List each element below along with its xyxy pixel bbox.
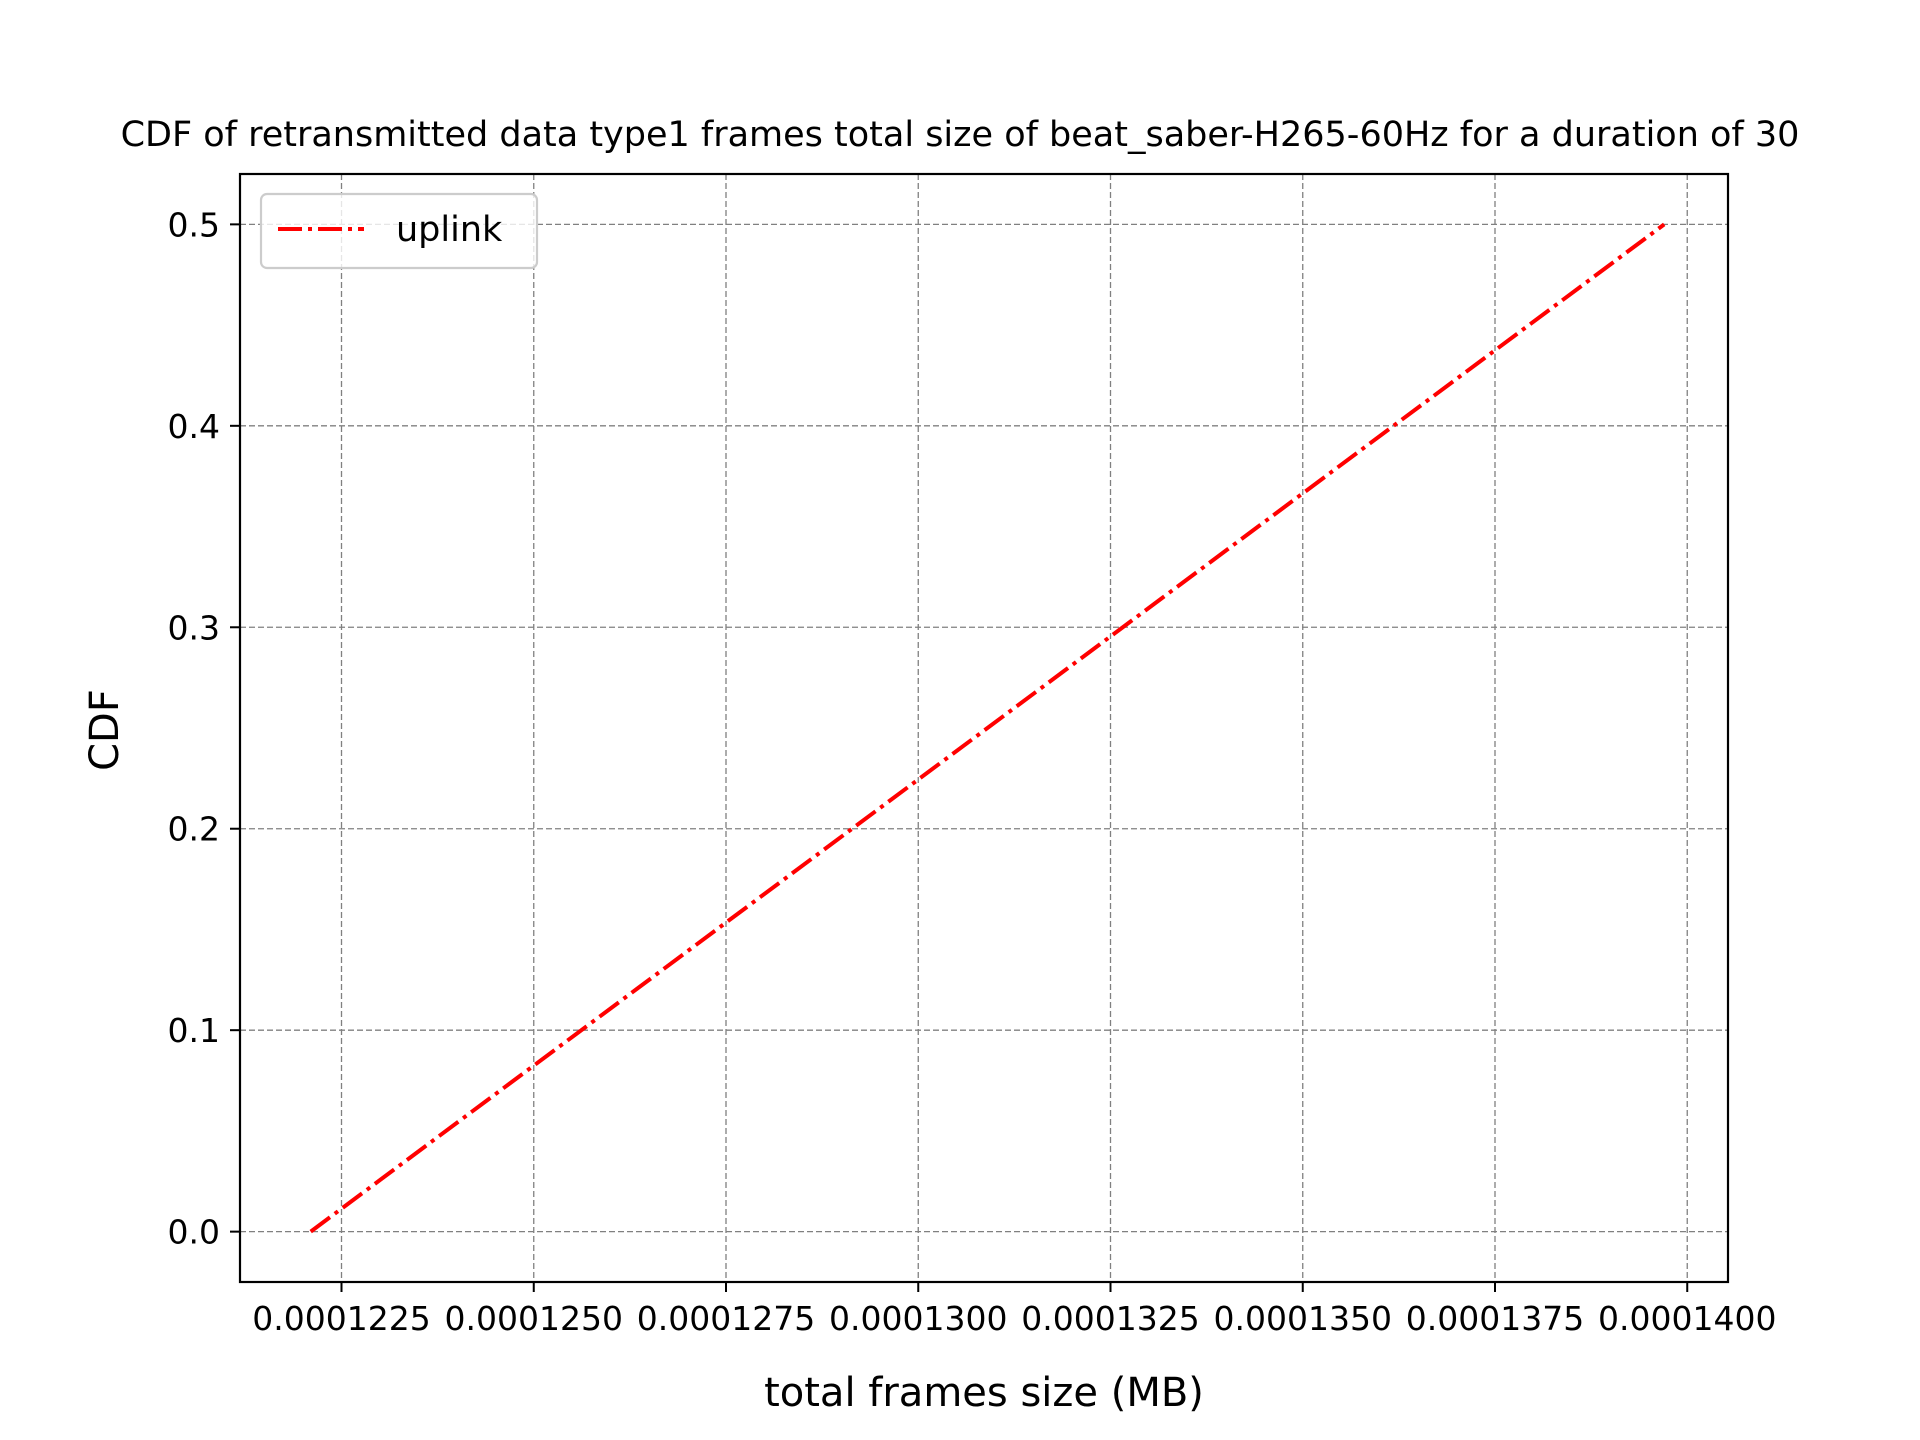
y-tick-label: 0.4 xyxy=(168,407,220,446)
x-tick-label: 0.0001400 xyxy=(1598,1299,1776,1338)
chart-title: CDF of retransmitted data type1 frames t… xyxy=(121,115,1800,155)
y-tick-label: 0.0 xyxy=(168,1213,220,1252)
legend-box xyxy=(259,192,539,270)
x-axis-label: total frames size (MB) xyxy=(764,1370,1204,1416)
x-tick-label: 0.0001350 xyxy=(1214,1299,1392,1338)
legend: uplink xyxy=(259,192,539,270)
plot-area-frame xyxy=(238,172,1730,1284)
x-tick-label: 0.0001275 xyxy=(637,1299,815,1338)
y-tick-label: 0.1 xyxy=(168,1011,220,1050)
grid-lines xyxy=(240,174,1728,1282)
y-tick-label: 0.5 xyxy=(168,205,220,244)
series-layer xyxy=(309,222,1666,1234)
y-axis-label: CDF xyxy=(82,689,128,771)
x-tick-label: 0.0001300 xyxy=(829,1299,1007,1338)
y-tick-label: 0.2 xyxy=(168,810,220,849)
x-tick-label: 0.0001375 xyxy=(1406,1299,1584,1338)
legend-label-uplink: uplink xyxy=(396,210,503,250)
y-tick-label: 0.3 xyxy=(168,608,220,647)
x-tick-label: 0.0001225 xyxy=(252,1299,430,1338)
y-axis-ticks: 0.0 0.1 0.2 0.3 0.4 0.5 xyxy=(168,205,240,1252)
x-tick-label: 0.0001250 xyxy=(445,1299,623,1338)
series-line-uplink xyxy=(309,222,1666,1234)
x-tick-label: 0.0001325 xyxy=(1021,1299,1199,1338)
x-axis-ticks: 0.0001225 0.0001250 0.0001275 0.0001300 0.00… xyxy=(252,1282,1776,1338)
